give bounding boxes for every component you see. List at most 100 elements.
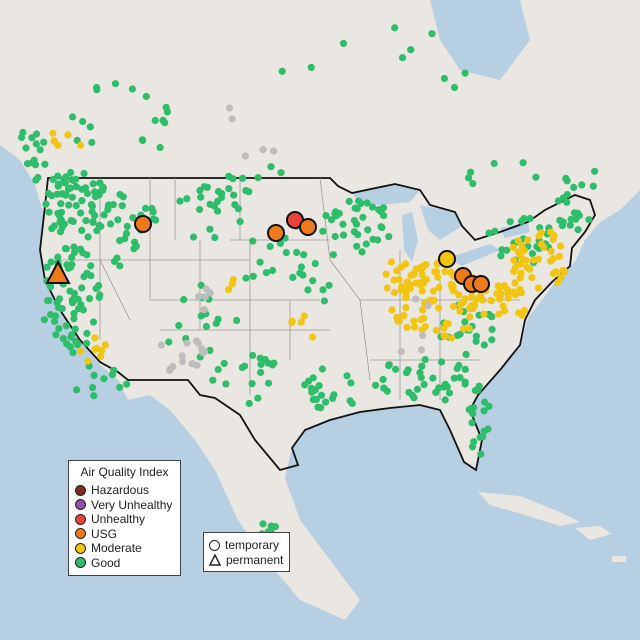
good-monitor-dot — [83, 329, 91, 337]
good-monitor-dot — [69, 113, 77, 121]
good-monitor-dot — [348, 399, 356, 407]
good-monitor-dot — [308, 388, 316, 396]
good-monitor-dot — [74, 295, 82, 303]
good-monitor-dot — [85, 295, 94, 303]
moderate-monitor-dot — [514, 248, 523, 256]
good-monitor-dot — [47, 258, 55, 266]
good-monitor-dot — [578, 181, 586, 189]
usg-circle-marker — [267, 224, 285, 242]
moderate-monitor-dot — [556, 242, 565, 250]
good-monitor-dot — [461, 318, 469, 326]
good-monitor-dot — [220, 359, 228, 367]
good-monitor-dot — [249, 272, 257, 280]
good-monitor-dot — [55, 325, 63, 333]
good-monitor-dot — [461, 69, 469, 77]
moderate-monitor-dot — [499, 302, 507, 310]
moderate-monitor-dot — [418, 287, 426, 295]
legend-row-usg: USG — [75, 527, 174, 542]
good-monitor-dot — [96, 179, 104, 187]
good-monitor-dot — [80, 169, 88, 178]
moderate-monitor-dot — [511, 279, 519, 287]
great-lakes — [352, 184, 530, 266]
good-monitor-dot — [374, 236, 382, 244]
good-monitor-dot — [32, 140, 40, 148]
good-monitor-dot — [83, 339, 91, 347]
good-monitor-dot — [421, 356, 429, 364]
good-monitor-dot — [506, 218, 514, 226]
moderate-monitor-dot — [480, 310, 488, 318]
good-monitor-dot — [45, 297, 53, 305]
no-data-monitor-dot — [259, 146, 267, 154]
good-monitor-dot — [293, 248, 301, 256]
hispaniola — [575, 526, 612, 540]
moderate-monitor-dot — [64, 131, 72, 139]
moderate-monitor-dot — [410, 317, 418, 325]
good-monitor-dot — [429, 374, 437, 382]
no-data-monitor-dot — [195, 293, 203, 301]
moderate-monitor-dot — [421, 323, 429, 331]
moderate-circle-marker — [438, 250, 456, 268]
good-monitor-dot — [203, 183, 211, 191]
good-monitor-dot — [64, 185, 73, 193]
good-monitor-dot — [432, 388, 440, 396]
good-monitor-dot — [368, 203, 377, 211]
no-data-monitor-dot — [166, 365, 174, 373]
good-monitor-dot — [289, 273, 297, 281]
good-monitor-dot — [57, 200, 65, 208]
good-monitor-dot — [322, 398, 330, 406]
good-monitor-dot — [123, 222, 131, 230]
moderate-monitor-dot — [528, 274, 536, 282]
moderate-monitor-dot — [300, 312, 308, 320]
good-monitor-dot — [305, 377, 313, 385]
good-monitor-dot — [343, 372, 351, 380]
good-monitor-dot — [409, 391, 417, 400]
moderate-monitor-dot — [487, 297, 496, 305]
land-mass — [0, 0, 640, 620]
good-monitor-dot — [392, 365, 400, 373]
good-monitor-dot — [52, 331, 60, 339]
good-monitor-dot — [175, 321, 183, 330]
good-monitor-dot — [249, 237, 257, 245]
good-monitor-dot — [262, 269, 270, 277]
good-monitor-dot — [319, 227, 327, 235]
moderate-monitor-dot — [417, 316, 425, 324]
no-data-monitor-dot — [178, 352, 186, 360]
good-monitor-dot — [49, 175, 57, 184]
moderate-monitor-dot — [434, 273, 442, 281]
good-monitor-dot — [363, 199, 371, 207]
good-monitor-dot — [47, 311, 55, 319]
moderate-monitor-dot — [476, 291, 484, 299]
good-monitor-dot — [214, 365, 222, 374]
good-monitor-dot — [317, 391, 326, 399]
no-data-monitor-dot — [270, 147, 278, 155]
good-monitor-dot — [90, 371, 98, 379]
good-monitor-dot — [266, 242, 274, 251]
good-monitor-dot — [325, 281, 333, 289]
good-monitor-dot — [197, 193, 205, 201]
good-monitor-dot — [385, 362, 393, 370]
usg-triangle-marker — [45, 259, 71, 284]
good-monitor-dot — [116, 237, 124, 245]
legend-row-moderate: Moderate — [75, 541, 174, 556]
good-monitor-dot — [378, 223, 386, 232]
good-monitor-dot — [231, 201, 239, 209]
good-monitor-dot — [91, 211, 99, 220]
good-monitor-dot — [210, 202, 218, 210]
good-monitor-dot — [32, 176, 40, 184]
moderate-monitor-dot — [520, 246, 528, 255]
moderate-monitor-dot — [547, 257, 555, 265]
moderate-monitor-dot — [97, 352, 105, 360]
legend-swatch-good — [75, 557, 86, 569]
moderate-monitor-dot — [516, 274, 524, 282]
moderate-monitor-dot — [456, 307, 464, 315]
good-monitor-dot — [159, 116, 167, 124]
good-monitor-dot — [111, 80, 120, 88]
good-monitor-dot — [70, 249, 79, 257]
no-data-monitor-dot — [183, 339, 191, 347]
moderate-monitor-dot — [388, 306, 396, 314]
moderate-monitor-dot — [400, 312, 408, 320]
good-monitor-dot — [353, 242, 361, 250]
good-monitor-dot — [150, 215, 158, 223]
good-monitor-dot — [196, 205, 204, 214]
good-monitor-dot — [456, 330, 464, 338]
